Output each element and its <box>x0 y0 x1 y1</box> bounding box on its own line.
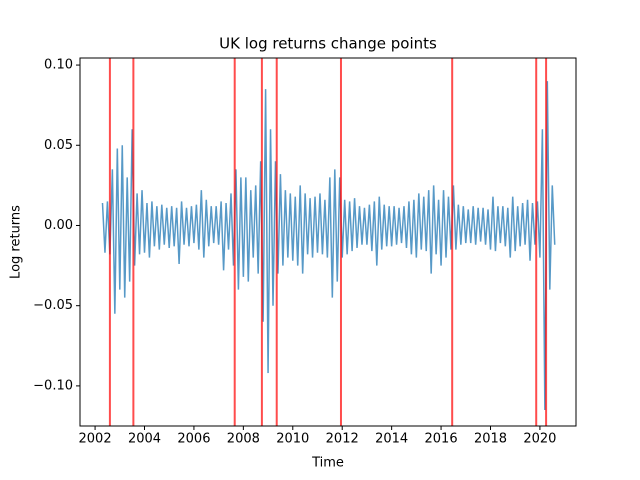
x-tick-label: 2018 <box>474 432 507 447</box>
x-axis-label: Time <box>311 456 344 471</box>
x-tick-label: 2012 <box>326 432 359 447</box>
x-tick-label: 2020 <box>523 432 556 447</box>
chart-title: UK log returns change points <box>219 35 437 53</box>
x-tick-label: 2008 <box>227 432 260 447</box>
x-tick-label: 2014 <box>375 432 408 447</box>
y-axis-label: Log returns <box>9 205 24 279</box>
y-tick-label: 0.10 <box>44 58 73 73</box>
plot-frame <box>79 57 577 427</box>
x-tick-label: 2004 <box>128 432 161 447</box>
y-tick-label: 0.00 <box>44 218 73 233</box>
x-tick-label: 2010 <box>276 432 309 447</box>
y-tick-label: −0.05 <box>33 298 73 313</box>
x-tick-label: 2006 <box>177 432 210 447</box>
x-tick-label: 2016 <box>425 432 458 447</box>
y-tick-label: −0.10 <box>33 378 73 393</box>
data-line <box>101 81 556 410</box>
x-tick-label: 2002 <box>79 432 112 447</box>
y-tick-label: 0.05 <box>44 138 73 153</box>
